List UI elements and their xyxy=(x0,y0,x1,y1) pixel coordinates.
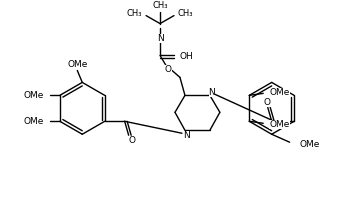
Text: OMe: OMe xyxy=(269,88,289,97)
Text: O: O xyxy=(264,98,271,107)
Text: CH₃: CH₃ xyxy=(178,9,193,18)
Text: N: N xyxy=(184,131,190,140)
Text: OMe: OMe xyxy=(23,91,44,100)
Text: O: O xyxy=(165,65,172,74)
Text: OMe: OMe xyxy=(300,140,320,149)
Text: N: N xyxy=(157,34,163,43)
Text: OMe: OMe xyxy=(269,120,289,129)
Text: OMe: OMe xyxy=(67,60,87,69)
Text: OMe: OMe xyxy=(23,117,44,126)
Text: N: N xyxy=(209,88,215,97)
Text: CH₃: CH₃ xyxy=(127,9,142,18)
Text: OH: OH xyxy=(180,52,194,61)
Text: O: O xyxy=(128,136,135,145)
Text: CH₃: CH₃ xyxy=(152,1,168,10)
